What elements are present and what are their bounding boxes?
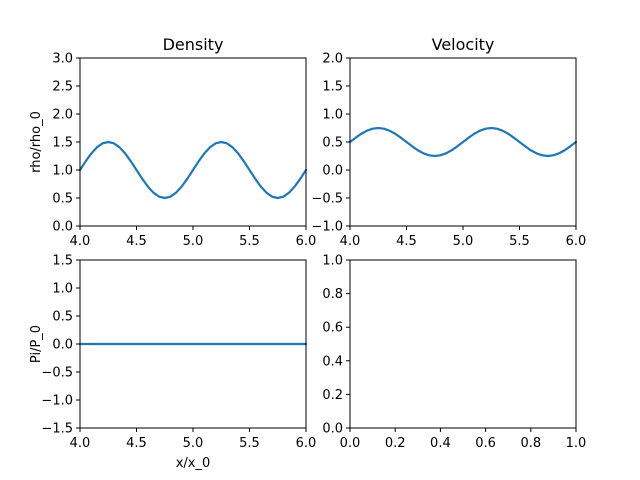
y-tick-label-pressure-1: −1.0 [41,394,73,409]
y-tick-label-pressure-6: 1.5 [52,254,73,269]
chart-title-density: Density [163,35,224,54]
x-tick-label-density-4: 6.0 [296,234,317,249]
y-tick-label-velocity-2: 0.0 [322,164,343,179]
y-tick-label-empty-4: 0.8 [322,287,343,302]
x-tick-label-density-1: 4.5 [126,234,147,249]
chart-panel-pressure: 4.0 4.5 5.0 5.5 6.0 −1.5 −1.0 −0.5 0.0 0.5 1.0 1.5 x… [29,254,316,472]
x-tick-label-pressure-0: 4.0 [70,436,91,451]
y-tick-label-density-1: 0.5 [52,192,73,207]
x-tick-label-pressure-3: 5.5 [239,436,260,451]
x-tick-label-empty-0: 0.0 [340,436,361,451]
y-tick-label-density-4: 2.0 [52,108,73,123]
x-tick-label-empty-4: 0.8 [520,436,541,451]
y-tick-label-empty-2: 0.4 [322,354,343,369]
y-tick-label-pressure-0: −1.5 [41,422,73,437]
y-tick-label-density-0: 0.0 [52,220,73,235]
series-line-density-0 [78,140,308,200]
chart-panel-density: 4.0 4.5 5.0 5.5 6.0 0.0 0.5 1.0 1.5 2.0 2.5 3.0 Dens… [29,35,316,249]
x-tick-label-empty-2: 0.4 [430,436,451,451]
y-tick-label-empty-0: 0.0 [322,422,343,437]
y-tick-label-density-2: 1.0 [52,164,73,179]
y-tick-label-velocity-6: 2.0 [322,52,343,67]
y-tick-label-pressure-5: 1.0 [52,282,73,297]
axes-frame-density [79,57,307,227]
y-tick-label-empty-5: 1.0 [322,254,343,269]
chart-panel-empty: 0.0 0.2 0.4 0.6 0.8 1.0 0.0 0.2 0.4 0.6 0.8 1.0 [322,254,586,452]
y-tick-label-density-3: 1.5 [52,136,73,151]
y-tick-label-velocity-1: −0.5 [311,192,343,207]
y-tick-label-velocity-0: −1.0 [311,220,343,235]
y-axis-label-density: rho/rho_0 [29,111,44,173]
x-tick-label-pressure-4: 6.0 [296,436,317,451]
axes-frame-empty [349,259,577,429]
chart-title-velocity: Velocity [432,35,495,54]
y-tick-label-empty-3: 0.6 [322,321,343,336]
y-tick-label-density-6: 3.0 [52,52,73,67]
x-tick-label-density-2: 5.0 [183,234,204,249]
x-tick-label-density-0: 4.0 [70,234,91,249]
x-tick-label-velocity-3: 5.5 [509,234,530,249]
x-tick-label-pressure-1: 4.5 [126,436,147,451]
y-tick-label-velocity-3: 0.5 [322,136,343,151]
y-tick-label-pressure-3: 0.0 [52,338,73,353]
y-tick-label-pressure-4: 0.5 [52,310,73,325]
y-tick-label-pressure-2: −0.5 [41,366,73,381]
y-tick-label-density-5: 2.5 [52,80,73,95]
x-tick-label-empty-3: 0.6 [475,436,496,451]
series-line-velocity-0 [348,126,578,158]
x-tick-label-density-3: 5.5 [239,234,260,249]
x-axis-label-pressure: x/x_0 [176,456,211,471]
y-tick-label-velocity-5: 1.5 [322,80,343,95]
x-tick-label-velocity-1: 4.5 [396,234,417,249]
chart-panel-velocity: 4.0 4.5 5.0 5.5 6.0 −1.0 −0.5 0.0 0.5 1.0 1.5 2.0 Ve… [311,35,586,249]
y-tick-label-empty-1: 0.2 [322,388,343,403]
x-tick-label-velocity-4: 6.0 [566,234,587,249]
x-tick-label-velocity-0: 4.0 [340,234,361,249]
x-tick-label-empty-1: 0.2 [385,436,406,451]
x-tick-label-pressure-2: 5.0 [183,436,204,451]
y-axis-label-pressure: Pi/P_0 [29,325,44,363]
x-tick-label-velocity-2: 5.0 [453,234,474,249]
x-tick-label-empty-5: 1.0 [566,436,587,451]
y-tick-label-velocity-4: 1.0 [322,108,343,123]
